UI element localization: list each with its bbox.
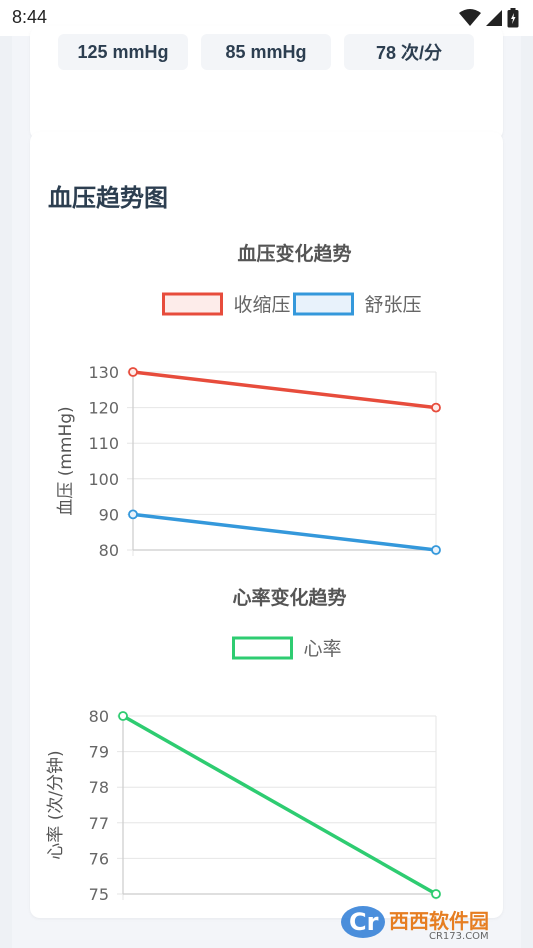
y-tick-label: 110 <box>88 434 119 453</box>
status-icons <box>459 8 519 28</box>
series-line-0 <box>122 714 437 896</box>
watermark-domain: CR173.COM <box>429 931 489 942</box>
data-point <box>128 367 138 377</box>
legend-label-0: 心率 <box>304 638 342 660</box>
latest-reading-card: 125 mmHg 85 mmHg 78 次/分 <box>30 26 503 140</box>
y-tick-label: 120 <box>88 399 119 418</box>
trend-chart-card: 血压趋势图 血压变化趋势收缩压舒张压80901001101201302025-1… <box>30 132 503 918</box>
series-line-1 <box>132 512 437 552</box>
data-point <box>118 711 128 721</box>
content-scroll-area[interactable]: 125 mmHg 85 mmHg 78 次/分 血压趋势图 血压变化趋势 收缩压 舒… <box>12 26 521 948</box>
chart-title: 血压变化趋势 <box>237 242 351 265</box>
y-tick-label: 80 <box>89 707 109 726</box>
systolic-value-chip: 125 mmHg <box>58 34 188 70</box>
svg-text:Cr: Cr <box>349 908 379 936</box>
heart-rate-chart: 心率变化趋势心率7576777879802025-10-192025-10-19… <box>46 586 441 902</box>
y-tick-label: 75 <box>89 885 109 902</box>
y-tick-label: 77 <box>89 814 109 833</box>
heart-rate-value-chip: 78 次/分 <box>344 34 474 70</box>
y-tick-label: 78 <box>89 778 109 797</box>
y-axis-label: 心率 (次/分钟) <box>46 750 66 859</box>
y-tick-label: 76 <box>89 849 109 868</box>
data-point <box>128 509 138 520</box>
y-tick-label: 90 <box>99 505 119 524</box>
y-tick-label: 80 <box>99 541 119 558</box>
data-point <box>431 889 441 899</box>
data-point <box>431 545 441 555</box>
diastolic-value-chip: 85 mmHg <box>201 34 331 70</box>
chart-title: 心率变化趋势 <box>232 586 346 609</box>
status-time: 8:44 <box>12 7 48 27</box>
legend-swatch-0 <box>232 636 293 660</box>
y-axis-label: 血压 (mmHg) <box>56 406 76 515</box>
section-title: 血压趋势图 <box>48 184 168 212</box>
battery-icon <box>507 8 519 28</box>
y-tick-label: 100 <box>88 470 119 489</box>
signal-icon <box>486 10 502 26</box>
legend-label-0: 收缩压 <box>234 294 291 316</box>
wifi-icon <box>459 9 481 26</box>
legend-label-1: 舒张压 <box>365 294 422 316</box>
blood-pressure-chart: 血压变化趋势收缩压舒张压80901001101201302025-10-1920… <box>56 242 441 558</box>
watermark-logo: Cr 西西软件园 CR173.COM <box>333 900 515 942</box>
watermark-brand: 西西软件园 <box>389 909 489 933</box>
legend-swatch-0 <box>162 292 223 316</box>
y-tick-label: 79 <box>89 743 109 762</box>
y-tick-label: 130 <box>88 363 119 382</box>
legend-swatch-1 <box>293 292 354 316</box>
data-point <box>431 402 441 413</box>
series-line-0 <box>132 370 437 410</box>
